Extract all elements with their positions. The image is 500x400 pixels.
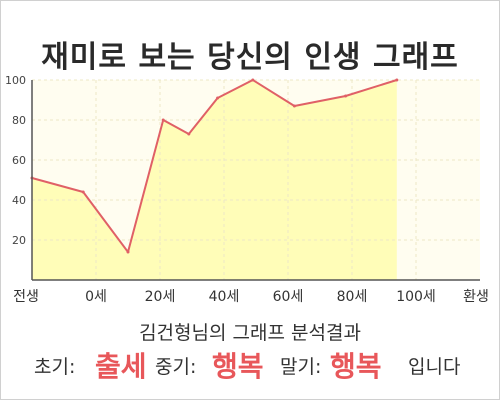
x-tick-label-1: 0세 (85, 289, 107, 305)
y-tick-label-80: 80 (12, 114, 26, 127)
data-point-5 (216, 96, 220, 100)
ending-text: 입니다 (408, 356, 461, 378)
y-tick-label-60: 60 (12, 154, 26, 167)
page-title: 재미로 보는 당신의 인생 그래프 (41, 40, 459, 75)
y-tick-label-100: 100 (5, 74, 26, 87)
x-tick-label-2: 20세 (145, 289, 176, 305)
data-point-2 (126, 250, 130, 254)
data-point-1 (81, 190, 85, 194)
data-point-6 (251, 78, 255, 82)
late-label: 말기: (280, 356, 322, 378)
mid-label: 중기: (155, 356, 197, 378)
series-line (31, 79, 398, 253)
analysis-caption: 김건형님의 그래프 분석결과 (139, 322, 361, 344)
data-point-7 (292, 104, 296, 108)
x-tick-label-5: 80세 (337, 289, 368, 305)
data-point-3 (161, 118, 165, 122)
data-point-9 (395, 78, 399, 82)
early-value: 출세 (95, 350, 147, 383)
x-tick-label-3: 40세 (209, 289, 240, 305)
y-tick-label-40: 40 (12, 194, 26, 207)
data-point-4 (187, 132, 191, 136)
early-label: 초기: (34, 356, 76, 378)
y-tick-label-20: 20 (12, 234, 26, 247)
analysis-summary: 초기: 출세 중기: 행복 말기: 행복 입니다 (0, 344, 500, 384)
late-value: 행복 (330, 350, 382, 383)
mid-value: 행복 (212, 350, 264, 383)
x-tick-label-0: 전생 (13, 289, 39, 305)
x-tick-label-4: 60세 (273, 289, 304, 305)
x-tick-label-7: 환생 (463, 289, 489, 305)
area-fill (32, 80, 397, 280)
data-point-8 (344, 94, 348, 98)
x-tick-label-6: 100세 (396, 289, 436, 305)
